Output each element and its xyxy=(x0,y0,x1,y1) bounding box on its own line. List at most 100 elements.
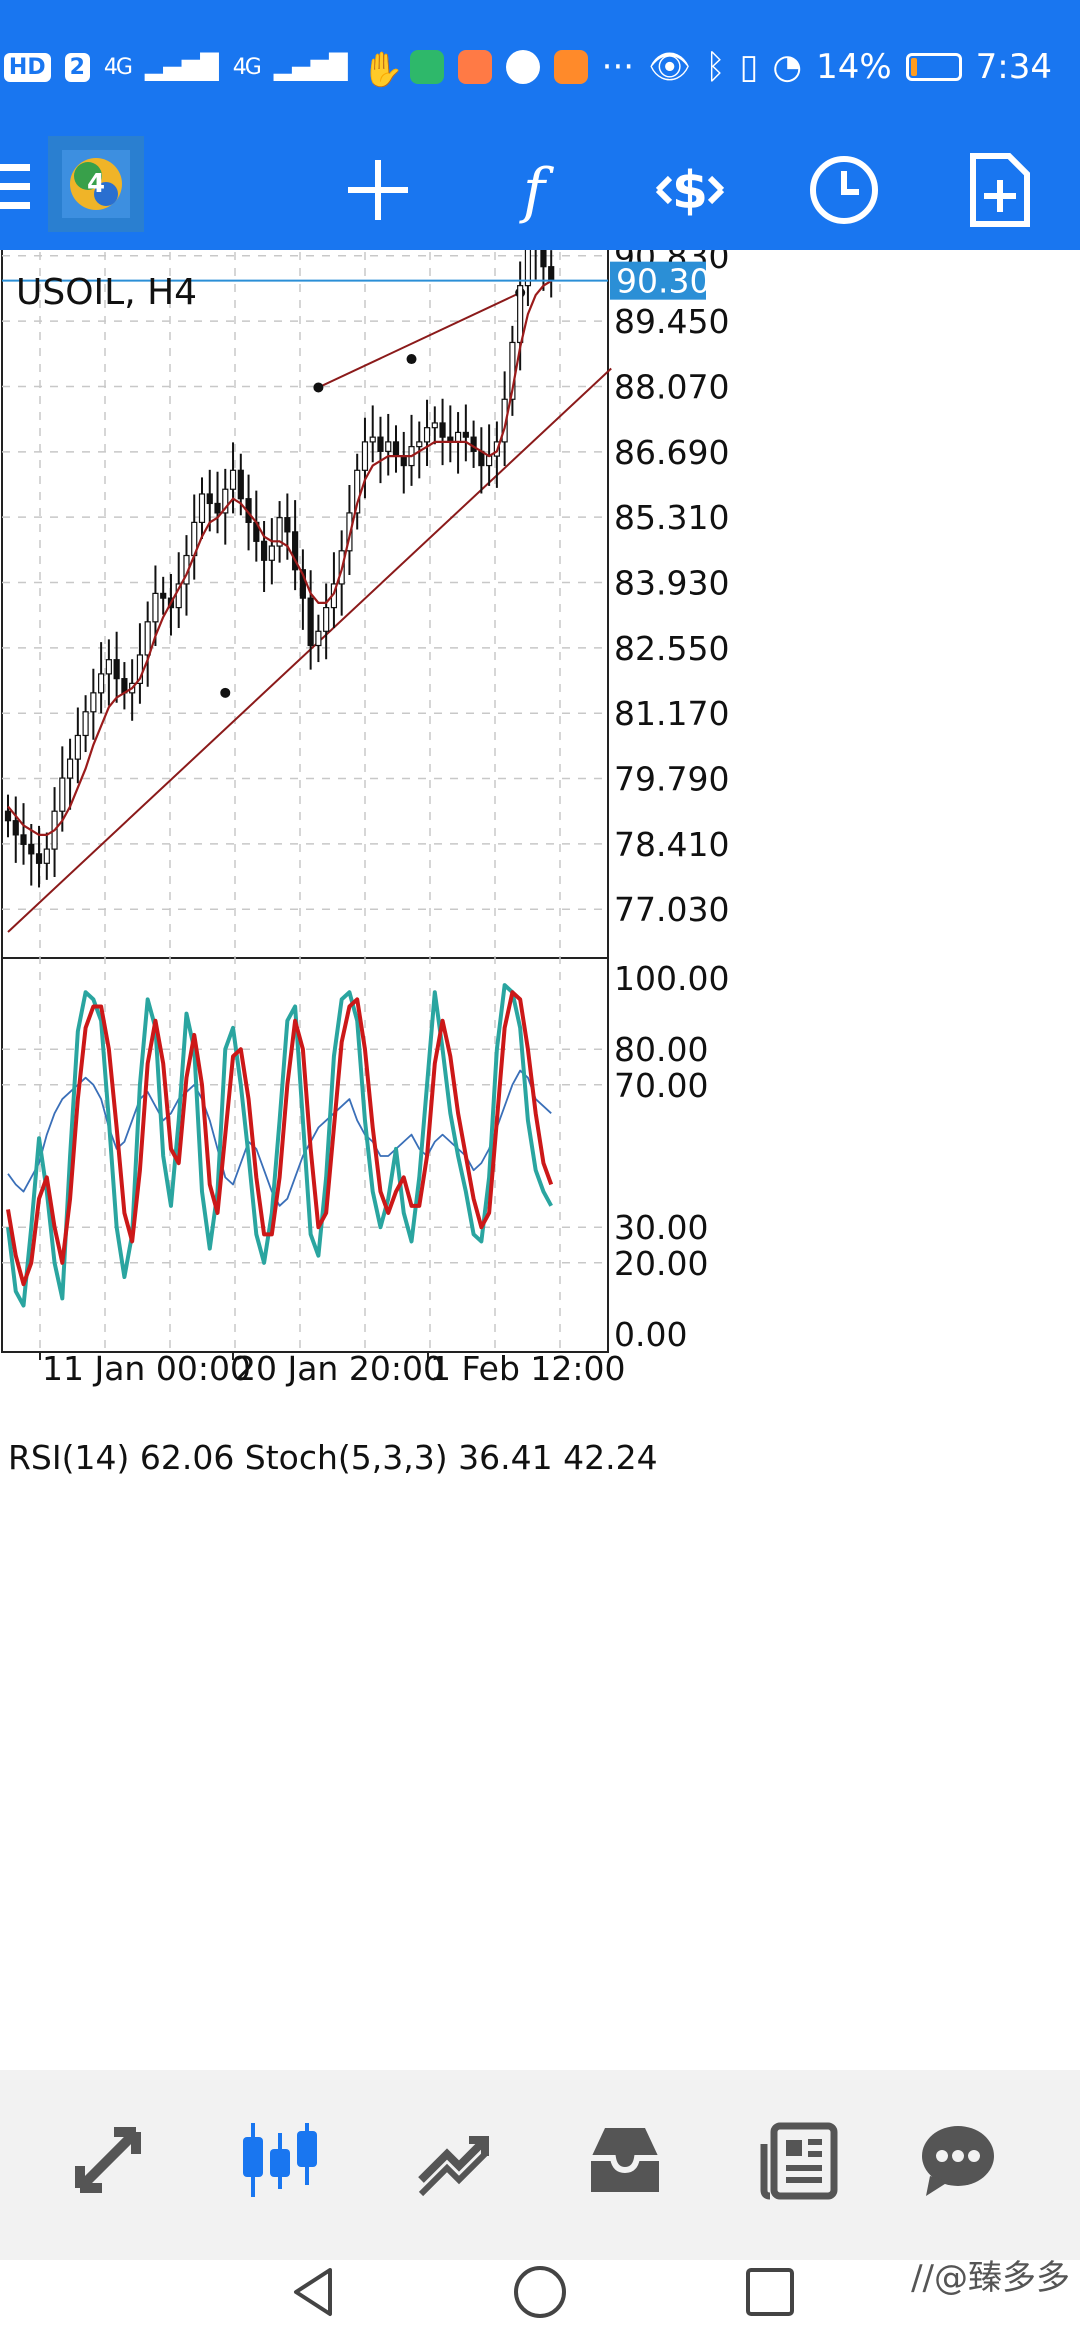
candle-body xyxy=(400,455,407,467)
candle-body xyxy=(214,502,221,514)
price-tick-label: 89.450 xyxy=(614,302,729,341)
candle-body xyxy=(276,517,283,547)
indicator-level-label: 70.00 xyxy=(614,1066,708,1105)
moving-average-line xyxy=(7,279,552,836)
current-price-badge xyxy=(610,261,706,300)
candle-body xyxy=(66,758,74,779)
candle-body xyxy=(315,630,322,647)
trendline-anchor-point xyxy=(220,687,231,698)
status-bar: HD 2 4G ▂▄▆█ 4G ▂▄▆█ ✋ ··· 👁 ᛒ ▯ ◔ 14% 7… xyxy=(0,0,1080,130)
candle-body xyxy=(82,711,89,737)
bluetooth-icon: ᛒ xyxy=(705,47,726,87)
candle-body xyxy=(268,545,275,561)
candle-body xyxy=(431,422,438,429)
chart-area[interactable]: 92.21090.83089.45088.07086.69085.31083.9… xyxy=(0,250,1080,2070)
price-tick-label: 86.690 xyxy=(614,433,729,472)
indicator-level-label: 20.00 xyxy=(614,1244,708,1283)
trendline xyxy=(7,367,612,933)
candle-body xyxy=(105,659,112,675)
current-price-label: 90.305 xyxy=(616,262,731,301)
battery-level xyxy=(910,58,918,76)
candle-body xyxy=(454,431,462,443)
clock-time: 7:34 xyxy=(975,47,1052,87)
recents-icon[interactable] xyxy=(740,2262,800,2322)
candle-body xyxy=(462,431,469,438)
trendline xyxy=(317,291,521,389)
function-icon[interactable]: f xyxy=(492,148,576,232)
menu-icon[interactable] xyxy=(0,164,30,214)
trade-icon[interactable]: $ xyxy=(648,148,732,232)
indicator-label: RSI(14) 62.06 Stoch(5,3,3) 36.41 42.24 xyxy=(8,1438,658,1477)
candle-body xyxy=(392,441,400,457)
candle-body xyxy=(12,820,19,836)
eye-icon: 👁 xyxy=(648,47,692,87)
vibrate-icon: ▯ xyxy=(739,47,759,87)
app-toolbar: 4 f $ xyxy=(0,130,1080,250)
price-tick-label: 88.070 xyxy=(614,367,729,406)
candle-body xyxy=(144,621,151,656)
pie-app-icon xyxy=(505,50,540,84)
time-tick-label: 20 Jan 20:00 xyxy=(235,1349,444,1388)
indicator-level-label: 80.00 xyxy=(614,1030,708,1069)
history-icon[interactable] xyxy=(575,2110,675,2210)
trendline-anchor-point xyxy=(313,382,324,393)
watermark: ∕∕@臻多多 xyxy=(911,2258,1070,2298)
candle-body xyxy=(136,654,144,684)
back-icon[interactable] xyxy=(284,2262,344,2322)
trendline-anchor-point xyxy=(406,354,417,365)
trade-nav-icon[interactable] xyxy=(403,2110,503,2210)
candle-body xyxy=(175,583,182,609)
metatrader-logo[interactable]: 4 xyxy=(48,136,144,232)
price-tick-label: 81.170 xyxy=(614,694,729,733)
candle-body xyxy=(237,469,244,500)
candle-body xyxy=(323,607,330,632)
indicator-level-label: 30.00 xyxy=(614,1208,708,1247)
quotes-icon[interactable] xyxy=(58,2110,158,2210)
price-tick-label: 79.790 xyxy=(614,760,729,799)
symbol-timeframe-label: USOIL, H4 xyxy=(16,272,198,313)
moving-average xyxy=(7,279,552,836)
chart-icon[interactable] xyxy=(230,2110,330,2210)
trendlines xyxy=(7,287,612,933)
candle-body xyxy=(299,569,306,599)
heart-app-icon xyxy=(457,50,492,84)
price-tick-label: 82.550 xyxy=(614,629,729,668)
candle-body xyxy=(152,592,159,623)
signal-icon-2: 4G xyxy=(232,54,262,80)
candle-body xyxy=(486,455,493,467)
new-document-icon[interactable] xyxy=(958,148,1042,232)
hd-badge: HD xyxy=(3,52,51,82)
candle-body xyxy=(292,531,299,571)
messages-icon[interactable] xyxy=(908,2110,1008,2210)
svg-text:$: $ xyxy=(672,161,708,221)
candle-body xyxy=(28,843,35,855)
candle-body xyxy=(98,673,105,694)
price-tick-label: 85.310 xyxy=(614,498,729,537)
candle-body xyxy=(206,493,213,505)
stochastic-signal-line xyxy=(6,990,554,1287)
speed-icon: ◔ xyxy=(772,47,803,87)
candle-body xyxy=(222,488,229,514)
more-icon: ··· xyxy=(601,47,635,87)
svg-text:4: 4 xyxy=(87,169,105,199)
news-icon[interactable] xyxy=(748,2110,848,2210)
candle-body xyxy=(416,441,423,448)
clock-icon[interactable] xyxy=(802,148,886,232)
rsi-line xyxy=(7,1069,552,1207)
candles xyxy=(4,250,555,888)
home-icon[interactable] xyxy=(510,2262,570,2322)
candle-body xyxy=(229,469,237,490)
candle-body xyxy=(439,422,446,438)
candle-body xyxy=(35,853,43,864)
candle-body xyxy=(470,436,477,452)
chart-canvas[interactable]: 92.21090.83089.45088.07086.69085.31083.9… xyxy=(0,250,1080,2070)
crosshair-icon[interactable] xyxy=(336,148,420,232)
battery-icon xyxy=(905,53,962,81)
price-tick-label: 77.030 xyxy=(614,890,729,929)
candle-body xyxy=(4,810,12,822)
sim-slot-badge: 2 xyxy=(64,52,90,82)
chart-grid xyxy=(1,250,609,1353)
bottom-navigation xyxy=(0,2070,1080,2260)
